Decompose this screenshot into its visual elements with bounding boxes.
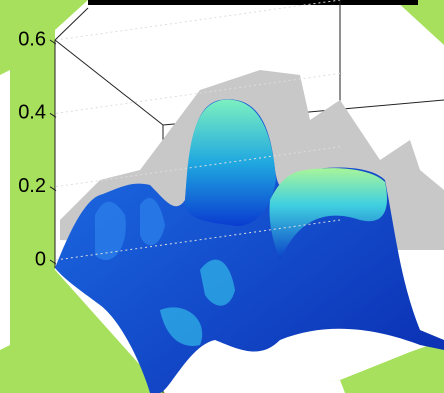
z-tick <box>49 186 57 192</box>
surface-peak <box>185 99 276 226</box>
z-tick <box>49 259 57 265</box>
z-tick <box>49 112 57 118</box>
side-panel <box>0 70 10 350</box>
surface-ripple <box>95 197 165 261</box>
surface-ripple <box>160 259 235 346</box>
bottom-panel <box>265 380 345 393</box>
z-tick <box>49 39 57 45</box>
z-tick-label: 0.6 <box>18 28 46 50</box>
z-tick-label: 0 <box>35 248 46 270</box>
title-bar <box>88 0 418 5</box>
z-tick-label: 0.4 <box>18 102 46 124</box>
z-tick-label: 0.2 <box>18 175 46 197</box>
surface-ridge <box>269 168 388 260</box>
